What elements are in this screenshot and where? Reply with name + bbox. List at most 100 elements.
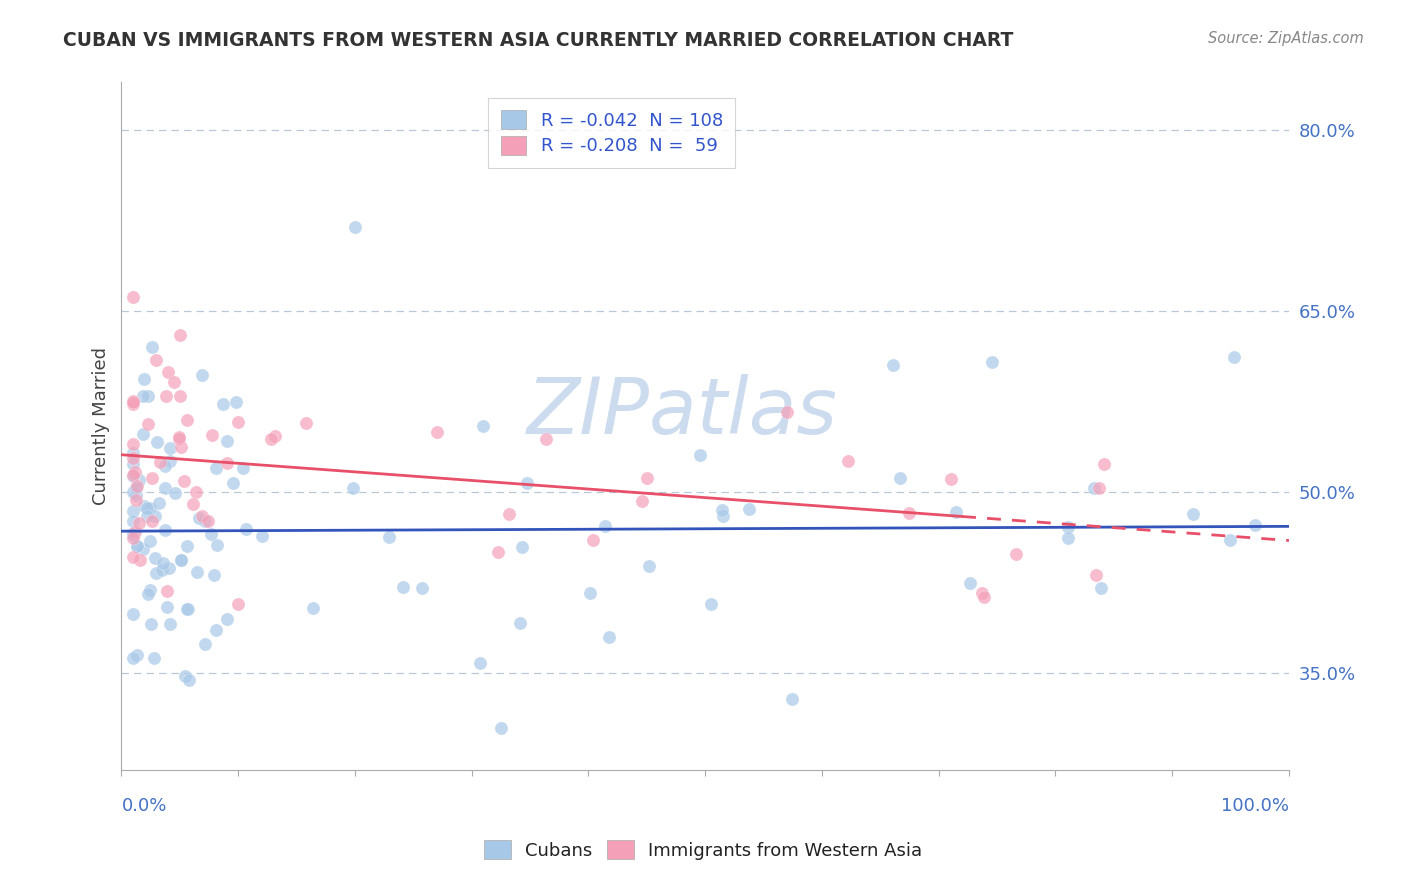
Y-axis label: Currently Married: Currently Married xyxy=(93,347,110,505)
Point xyxy=(593,519,616,533)
Point xyxy=(157,365,180,379)
Point xyxy=(217,456,239,470)
Point xyxy=(170,553,193,567)
Point xyxy=(176,413,198,427)
Point xyxy=(152,556,174,570)
Point xyxy=(174,669,197,683)
Point xyxy=(176,601,198,615)
Point xyxy=(534,432,557,446)
Text: CUBAN VS IMMIGRANTS FROM WESTERN ASIA CURRENTLY MARRIED CORRELATION CHART: CUBAN VS IMMIGRANTS FROM WESTERN ASIA CU… xyxy=(63,31,1014,50)
Point xyxy=(264,429,287,443)
Point xyxy=(200,526,222,541)
Point xyxy=(122,528,145,542)
Point xyxy=(222,475,245,490)
Text: 100.0%: 100.0% xyxy=(1220,797,1289,814)
Point xyxy=(631,494,654,508)
Point xyxy=(197,514,219,528)
Point xyxy=(145,566,167,581)
Point xyxy=(498,507,520,521)
Point xyxy=(1223,350,1246,364)
Point xyxy=(141,617,163,632)
Text: ZIPatlas: ZIPatlas xyxy=(526,375,838,450)
Point xyxy=(225,395,247,409)
Point xyxy=(1057,519,1080,533)
Point xyxy=(1092,457,1115,471)
Point xyxy=(122,393,145,408)
Point xyxy=(125,539,148,553)
Point xyxy=(169,389,191,403)
Point xyxy=(165,485,187,500)
Point xyxy=(122,650,145,665)
Point xyxy=(143,551,166,566)
Point xyxy=(155,481,177,495)
Point xyxy=(486,545,509,559)
Point xyxy=(776,405,799,419)
Point xyxy=(598,630,620,644)
Point xyxy=(184,485,207,500)
Point xyxy=(1005,547,1028,561)
Point xyxy=(122,526,145,541)
Point xyxy=(1085,567,1108,582)
Point xyxy=(159,616,181,631)
Point xyxy=(122,550,145,565)
Point xyxy=(897,506,920,520)
Legend: Cubans, Immigrants from Western Asia: Cubans, Immigrants from Western Asia xyxy=(477,833,929,867)
Point xyxy=(122,458,145,472)
Point xyxy=(122,437,145,451)
Point xyxy=(711,509,734,524)
Point xyxy=(124,524,146,539)
Point xyxy=(201,427,224,442)
Point xyxy=(186,565,208,579)
Point xyxy=(191,508,214,523)
Point xyxy=(155,389,177,403)
Point xyxy=(491,721,513,735)
Point xyxy=(125,539,148,553)
Point xyxy=(1218,533,1240,547)
Point xyxy=(1090,581,1112,595)
Point xyxy=(170,552,193,566)
Point xyxy=(141,471,163,485)
Point xyxy=(782,691,804,706)
Point xyxy=(889,471,911,485)
Point xyxy=(122,485,145,500)
Point xyxy=(141,340,163,354)
Point xyxy=(149,455,172,469)
Point xyxy=(470,656,492,670)
Point xyxy=(636,471,658,485)
Point xyxy=(145,352,167,367)
Point xyxy=(122,468,145,483)
Point xyxy=(510,540,533,554)
Point xyxy=(959,575,981,590)
Point xyxy=(1244,517,1267,532)
Point xyxy=(981,355,1004,369)
Text: 0.0%: 0.0% xyxy=(121,797,167,814)
Point xyxy=(122,290,145,304)
Point xyxy=(156,600,179,615)
Point xyxy=(205,538,228,552)
Point xyxy=(202,568,225,582)
Point xyxy=(294,417,316,431)
Point xyxy=(139,501,162,516)
Point xyxy=(138,533,160,548)
Point xyxy=(125,479,148,493)
Point xyxy=(582,533,605,548)
Point xyxy=(426,425,449,439)
Point xyxy=(343,219,366,234)
Point xyxy=(176,539,198,553)
Point xyxy=(129,553,152,567)
Point xyxy=(194,514,217,528)
Point xyxy=(128,473,150,487)
Point xyxy=(342,481,364,495)
Point xyxy=(169,432,191,446)
Point xyxy=(711,503,734,517)
Point xyxy=(122,607,145,621)
Legend: R = -0.042  N = 108, R = -0.208  N =  59: R = -0.042 N = 108, R = -0.208 N = 59 xyxy=(488,98,735,168)
Point xyxy=(302,601,325,615)
Point xyxy=(226,598,249,612)
Point xyxy=(122,514,145,528)
Point xyxy=(1181,508,1204,522)
Point xyxy=(131,427,153,442)
Point xyxy=(146,435,169,450)
Point xyxy=(204,623,226,637)
Point xyxy=(235,522,257,536)
